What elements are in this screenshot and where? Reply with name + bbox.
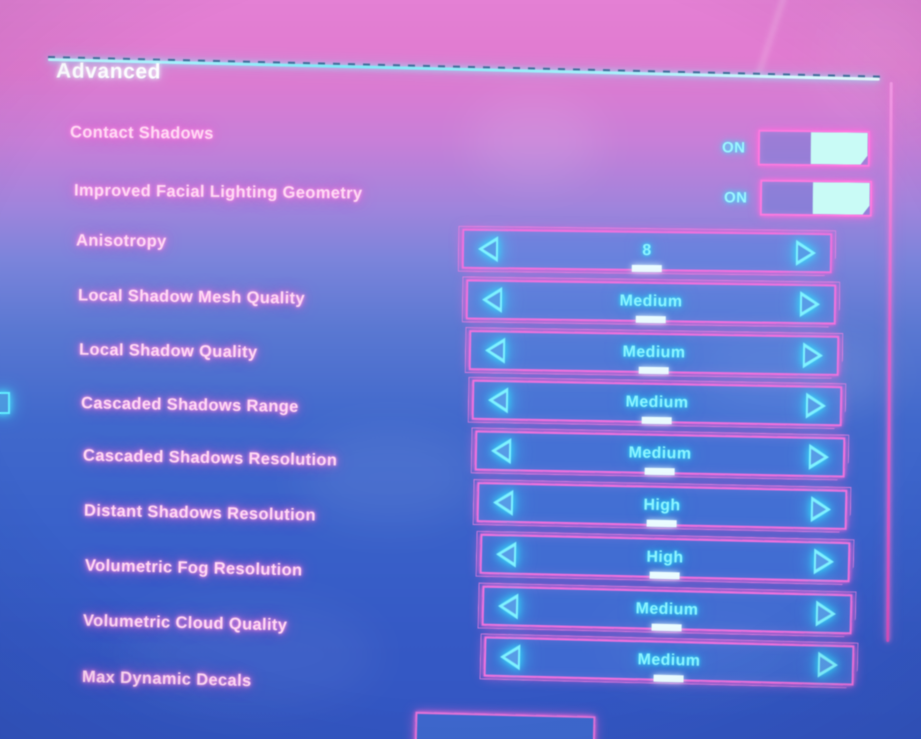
setting-label-distant-shadows-resolution: Distant Shadows Resolution (83, 501, 317, 525)
arrow-right-icon[interactable] (795, 239, 817, 267)
stepper-volumetric-fog-resolution[interactable]: High (479, 533, 851, 583)
toggle-knob (810, 132, 867, 165)
stepper-value: Medium (622, 343, 686, 362)
next-setting-row-clipped[interactable] (414, 711, 596, 739)
arrow-right-icon[interactable] (810, 496, 832, 523)
setting-label-local-shadow-mesh-quality: Local Shadow Mesh Quality (77, 286, 306, 308)
stepper-volumetric-cloud-quality[interactable]: Medium (481, 585, 853, 635)
toggle-improved-facial-lighting-geometry[interactable]: ON (724, 179, 872, 217)
toggle-track[interactable] (759, 179, 872, 217)
stepper-value: 8 (642, 241, 652, 260)
stepper-value: Medium (625, 393, 689, 412)
arrow-right-icon[interactable] (815, 600, 837, 627)
stepper-value: High (643, 496, 681, 515)
stepper-value: Medium (637, 651, 701, 670)
stepper-cascaded-shadows-range[interactable]: Medium (471, 379, 843, 427)
stepper-anisotropy[interactable]: 8 (461, 228, 833, 274)
toggle-track[interactable] (757, 129, 870, 167)
stepper-distant-shadows-resolution[interactable]: High (476, 482, 848, 530)
arrow-right-icon[interactable] (808, 443, 830, 471)
stepper-value: Medium (635, 600, 699, 619)
arrow-left-icon[interactable] (490, 437, 512, 465)
toggle-knob (812, 182, 869, 215)
stepper-local-shadow-mesh-quality[interactable]: Medium (465, 279, 837, 325)
toggle-contact-shadows[interactable]: ON (721, 129, 870, 167)
panel-header: Advanced (0, 0, 921, 110)
arrow-right-icon[interactable] (805, 392, 827, 419)
setting-label-volumetric-fog-resolution: Volumetric Fog Resolution (84, 556, 303, 580)
setting-label-cascaded-shadows-resolution: Cascaded Shadows Resolution (82, 446, 338, 470)
setting-label-cascaded-shadows-range: Cascaded Shadows Range (80, 394, 299, 416)
setting-label-improved-facial-lighting-geometry: Improved Facial Lighting Geometry (73, 181, 363, 203)
arrow-left-icon[interactable] (487, 387, 509, 414)
arrow-right-icon[interactable] (817, 651, 839, 679)
header-divider (47, 58, 880, 81)
arrow-left-icon[interactable] (481, 286, 503, 313)
stepper-max-dynamic-decals[interactable]: Medium (483, 636, 855, 686)
stepper-value: Medium (619, 292, 683, 311)
stepper-value: Medium (628, 444, 692, 463)
setting-label-volumetric-cloud-quality: Volumetric Cloud Quality (82, 611, 288, 635)
arrow-right-icon[interactable] (799, 291, 821, 318)
setting-label-anisotropy: Anisotropy (75, 231, 167, 251)
arrow-left-icon[interactable] (499, 643, 521, 671)
toggle-state-label: ON (721, 138, 746, 157)
arrow-right-icon[interactable] (813, 548, 835, 575)
arrow-left-icon[interactable] (497, 593, 519, 620)
scrollbar[interactable] (886, 81, 893, 643)
edge-hud-glyph (0, 392, 10, 414)
page-title: Advanced (55, 59, 162, 84)
arrow-left-icon[interactable] (495, 541, 517, 568)
setting-label-max-dynamic-decals: Max Dynamic Decals (81, 667, 252, 691)
arrow-left-icon[interactable] (477, 235, 499, 263)
screen-glare (300, 430, 480, 525)
stepper-value: High (646, 548, 684, 567)
stepper-local-shadow-quality[interactable]: Medium (468, 330, 840, 376)
setting-label-local-shadow-quality: Local Shadow Quality (78, 340, 258, 362)
arrow-right-icon[interactable] (802, 342, 824, 369)
stepper-cascaded-shadows-resolution[interactable]: Medium (474, 430, 846, 478)
arrow-left-icon[interactable] (484, 337, 506, 364)
setting-label-contact-shadows: Contact Shadows (69, 123, 214, 143)
toggle-state-label: ON (723, 188, 748, 206)
arrow-left-icon[interactable] (492, 489, 514, 516)
